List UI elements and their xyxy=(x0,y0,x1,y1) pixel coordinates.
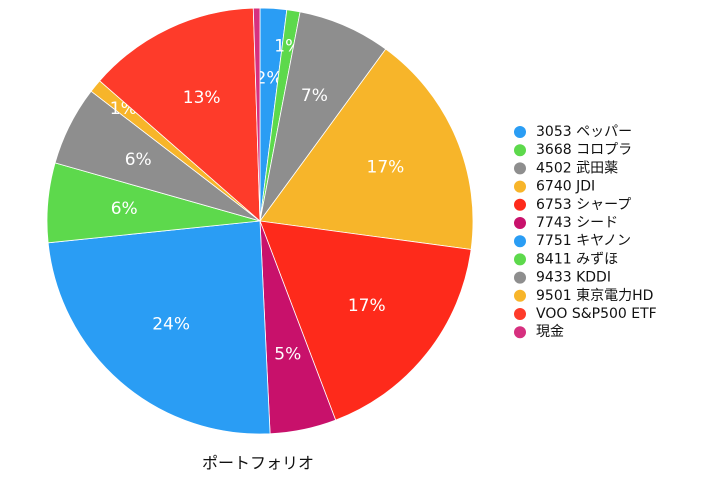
legend-label: 現金 xyxy=(536,324,564,340)
legend-label: 3668 コロプラ xyxy=(536,142,632,158)
legend-label: 7743 シード xyxy=(536,215,618,231)
legend-label: VOO S&P500 ETF xyxy=(536,306,657,322)
legend-swatch xyxy=(514,180,526,193)
pie-slice xyxy=(252,7,261,222)
legend-label: 3053 ペッパー xyxy=(536,124,632,140)
slice-label: 6% xyxy=(111,199,138,219)
legend-label: 4502 武田薬 xyxy=(536,160,618,176)
slice-label: 6% xyxy=(125,150,152,170)
legend-label: 8411 みずほ xyxy=(536,251,618,267)
slice-label: 17% xyxy=(348,296,386,316)
slice-label: 5% xyxy=(274,344,301,364)
pie-slice xyxy=(259,220,472,421)
legend-label: 9501 東京電力HD xyxy=(536,288,653,304)
chart-title: ポートフォリオ xyxy=(202,454,314,473)
slice-label: 2% xyxy=(256,69,283,89)
legend-label: 6753 シャープ xyxy=(536,197,631,213)
pie-slice xyxy=(47,220,271,435)
legend-swatch xyxy=(514,271,526,284)
legend-swatch xyxy=(514,253,526,266)
legend-swatch xyxy=(514,326,526,339)
pie-slice xyxy=(259,48,474,250)
legend-swatch xyxy=(514,308,526,320)
legend-swatch xyxy=(514,144,526,157)
legend-label: 7751 キヤノン xyxy=(536,233,631,249)
legend-swatch xyxy=(514,126,526,138)
legend-swatch xyxy=(514,162,526,175)
slice-label: 13% xyxy=(183,88,221,108)
legend-label: 9433 KDDI xyxy=(536,270,611,286)
legend-swatch xyxy=(514,217,526,229)
slice-label: 24% xyxy=(152,314,190,334)
pie-slice xyxy=(99,7,261,222)
legend-swatch xyxy=(514,198,526,211)
slice-label: 17% xyxy=(367,158,405,178)
legend-swatch xyxy=(514,235,526,248)
slice-label: 7% xyxy=(301,86,328,106)
legend-swatch xyxy=(514,289,526,302)
legend-label: 6740 JDI xyxy=(536,179,595,195)
